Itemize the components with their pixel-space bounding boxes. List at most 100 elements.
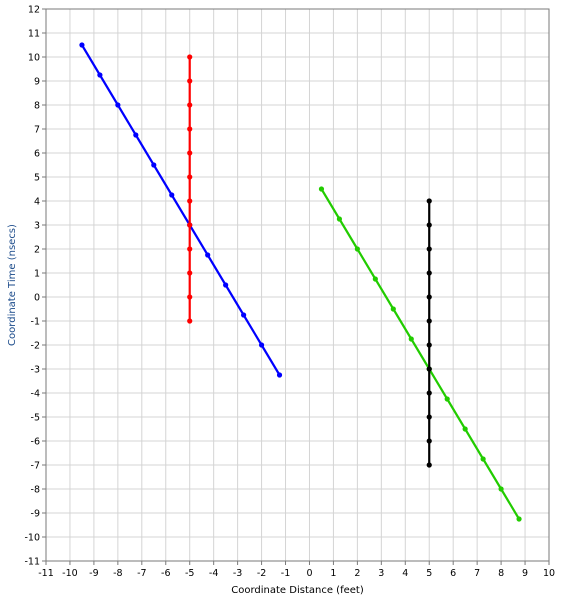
series-2-point <box>187 270 193 276</box>
series-2-point <box>187 126 193 132</box>
x-tick-label: -6 <box>161 568 170 579</box>
y-tick-label: -8 <box>31 485 40 496</box>
y-tick-label: -9 <box>31 509 40 520</box>
x-tick-label: 6 <box>450 568 456 579</box>
series-1-point <box>115 102 121 108</box>
series-1 <box>79 42 283 378</box>
grid-layer <box>45 8 550 562</box>
series-3-point <box>390 306 396 312</box>
series-4-point <box>426 390 432 396</box>
x-tick-label: -2 <box>257 568 266 579</box>
series-1-point <box>241 312 247 318</box>
series-3-point <box>336 216 343 222</box>
series-1-point <box>133 132 139 138</box>
y-axis-title: Coordinate Time (nsecs) <box>7 224 18 346</box>
series-1-point <box>97 72 103 78</box>
series-3-point <box>444 396 450 402</box>
series-2-point <box>187 78 193 84</box>
series-4-point <box>426 366 432 372</box>
series-4-point <box>426 438 432 444</box>
series-3-point <box>318 186 325 192</box>
x-tick-label: 3 <box>378 568 384 579</box>
y-tick-label: 9 <box>34 77 40 88</box>
y-tick-label: 12 <box>28 5 40 16</box>
x-tick-label: -7 <box>137 568 146 579</box>
x-tick-label: -8 <box>113 568 122 579</box>
x-tick-label: -1 <box>281 568 290 579</box>
y-tick-label: 2 <box>34 245 40 256</box>
y-tick-label: 0 <box>34 293 40 304</box>
x-tick-label: -9 <box>89 568 98 579</box>
series-3-point <box>354 246 360 252</box>
series-4 <box>426 198 432 468</box>
series-3-point <box>498 486 504 492</box>
series-3-point <box>516 516 522 522</box>
series-4-point <box>426 246 432 252</box>
series-layer <box>79 42 522 522</box>
y-tick-label: 3 <box>34 221 40 232</box>
series-4-point <box>426 222 432 228</box>
series-1-point <box>79 42 85 48</box>
series-1-point <box>258 342 265 348</box>
series-4-point <box>426 294 432 300</box>
series-4-point <box>426 270 432 276</box>
series-2-point <box>187 198 193 204</box>
x-tick-label: -3 <box>233 568 242 579</box>
x-tick-label: 2 <box>354 568 360 579</box>
x-tick-label: -4 <box>209 568 218 579</box>
y-tick-label: -5 <box>31 413 40 424</box>
series-3-point <box>462 426 468 432</box>
x-tick-label: -10 <box>62 568 78 579</box>
ticks-layer: -11 -10 -9 -8 -7 -6 -5 -4 -3 -2 -1 0 1 2 3 4 5 6 7 8 9 101211… <box>24 5 555 580</box>
series-1-point <box>223 282 229 288</box>
x-axis-title: Coordinate Distance (feet) <box>231 585 364 596</box>
y-tick-label: 10 <box>28 53 40 64</box>
x-tick-label: 1 <box>330 568 336 579</box>
y-tick-label: -1 <box>31 317 40 328</box>
y-tick-label: 11 <box>28 29 40 40</box>
series-1-line <box>80 43 281 377</box>
series-2-point <box>187 174 193 180</box>
series-3-point <box>408 336 414 342</box>
series-2-point <box>187 150 193 156</box>
series-1-point <box>169 192 175 198</box>
series-1-point <box>205 252 211 258</box>
y-tick-label: -3 <box>31 365 40 376</box>
y-tick-label: 6 <box>34 149 40 160</box>
series-2-point <box>187 294 193 300</box>
y-tick-label: -7 <box>31 461 40 472</box>
x-tick-label: -11 <box>38 568 54 579</box>
series-3-point <box>480 456 486 462</box>
y-tick-label: 1 <box>34 269 40 280</box>
y-tick-label: -11 <box>24 557 40 568</box>
y-tick-label: 8 <box>34 101 40 112</box>
series-2 <box>187 54 193 324</box>
series-4-point <box>426 414 432 420</box>
x-tick-label: -5 <box>185 568 194 579</box>
series-4-point <box>426 342 432 348</box>
series-4-point <box>426 198 432 204</box>
y-tick-label: -4 <box>31 389 40 400</box>
y-tick-label: 5 <box>34 173 40 184</box>
series-2-point <box>187 102 193 108</box>
series-3-line <box>320 187 521 521</box>
x-tick-label: 5 <box>426 568 432 579</box>
series-1-point <box>276 372 283 378</box>
y-tick-label: -2 <box>31 341 40 352</box>
series-3-point <box>372 276 378 282</box>
y-tick-label: -10 <box>24 533 40 544</box>
series-1-point <box>151 162 157 168</box>
series-3 <box>318 186 522 522</box>
x-tick-label: 4 <box>402 568 408 579</box>
series-2-point <box>187 246 193 252</box>
x-tick-label: 10 <box>543 568 555 579</box>
y-tick-label: 7 <box>34 125 40 136</box>
x-tick-label: 0 <box>306 568 312 579</box>
series-4-point <box>426 318 432 324</box>
series-2-point <box>187 54 193 60</box>
y-tick-label: -6 <box>31 437 40 448</box>
x-tick-label: 7 <box>474 568 480 579</box>
x-tick-label: 9 <box>522 568 528 579</box>
series-4-point <box>426 462 432 468</box>
